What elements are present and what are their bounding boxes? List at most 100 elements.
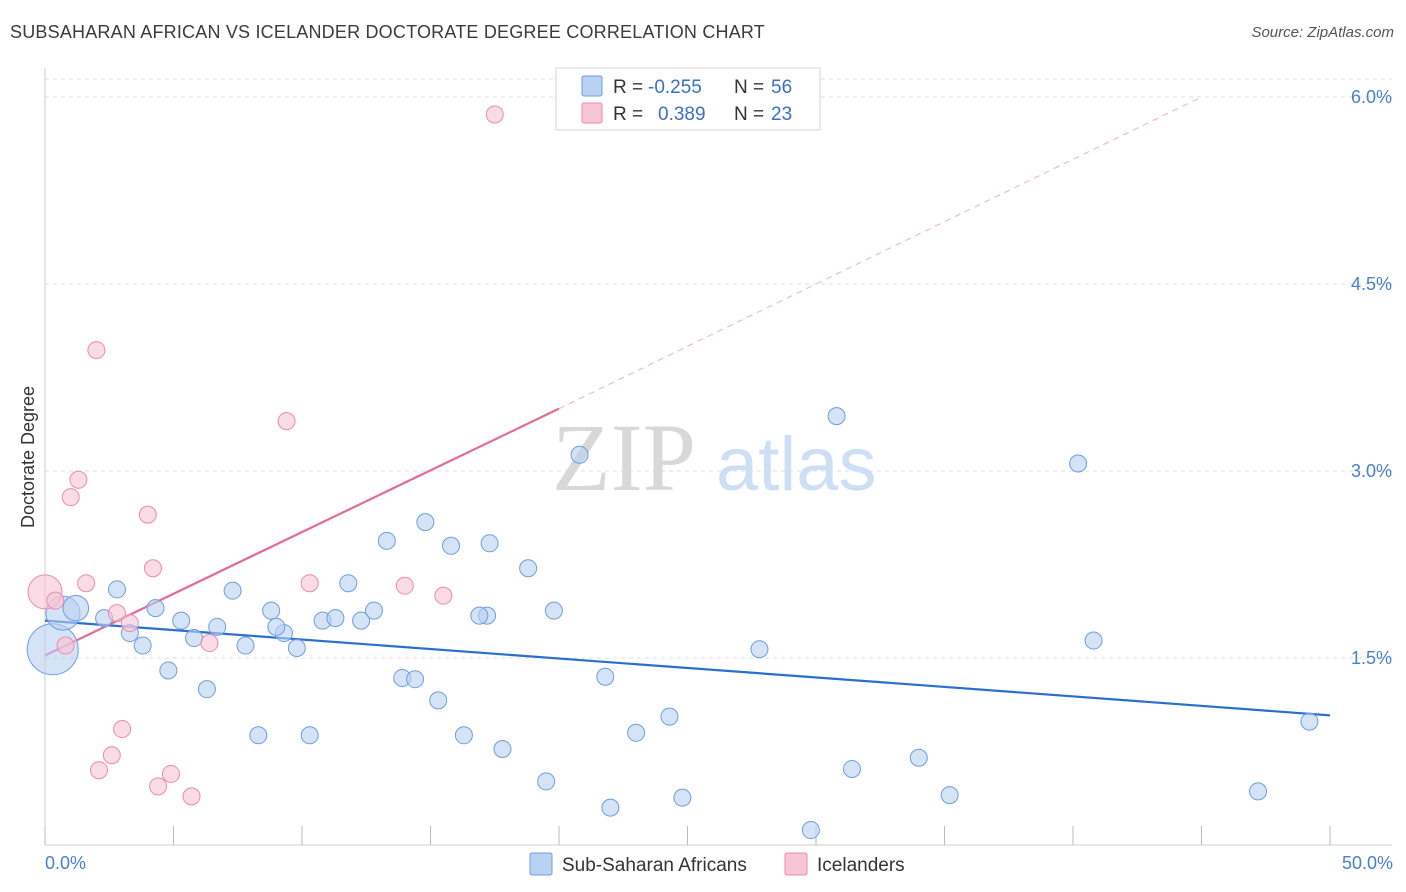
point-subsaharan (1249, 782, 1268, 801)
point-subsaharan (940, 786, 959, 805)
point-icelander (46, 591, 65, 610)
point-icelander (300, 574, 319, 593)
point-subsaharan (262, 601, 281, 620)
legend-n-value-blue: 56 (771, 77, 792, 98)
point-icelander (102, 746, 121, 765)
point-subsaharan (442, 536, 461, 555)
point-subsaharan (62, 594, 90, 622)
point-icelander (161, 764, 180, 783)
point-subsaharan (300, 726, 319, 745)
legend-swatch-pink (581, 102, 603, 124)
point-subsaharan (208, 617, 227, 636)
point-icelander (182, 787, 201, 806)
point-subsaharan (519, 559, 538, 578)
point-subsaharan (326, 609, 345, 628)
bottom-legend-label-pink: Icelanders (817, 855, 905, 876)
point-subsaharan (660, 707, 679, 726)
point-subsaharan (172, 611, 191, 630)
point-subsaharan (601, 798, 620, 817)
y-tick-label: 6.0% (1351, 87, 1392, 107)
point-subsaharan (842, 759, 861, 778)
point-subsaharan (909, 748, 928, 767)
point-subsaharan (352, 611, 371, 630)
y-tick-label: 3.0% (1351, 461, 1392, 481)
tick-labels: 1.5% 3.0% 4.5% 6.0% 0.0% 50.0% (45, 87, 1393, 873)
gridlines (45, 78, 1392, 659)
legend-n-value-pink: 23 (771, 104, 792, 125)
y-tick-label: 4.5% (1351, 274, 1392, 294)
legend-n-label-pink: N = (734, 104, 764, 125)
point-icelander (87, 341, 106, 360)
point-icelander (143, 559, 162, 578)
point-subsaharan (827, 407, 846, 426)
point-icelander (56, 636, 75, 655)
trend-line-icelanders-dashed (558, 96, 1202, 410)
point-icelander (200, 634, 219, 653)
point-icelander (120, 614, 139, 633)
point-subsaharan (267, 617, 286, 636)
point-icelander (89, 761, 108, 780)
point-subsaharan (197, 680, 216, 699)
x-tick-label-max: 50.0% (1342, 853, 1393, 873)
point-subsaharan (223, 581, 242, 600)
bottom-legend-swatch-blue (529, 852, 553, 876)
point-subsaharan (249, 726, 268, 745)
point-icelander (69, 470, 88, 489)
point-subsaharan (287, 639, 306, 658)
chart-title: SUBSAHARAN AFRICAN VS ICELANDER DOCTORAT… (10, 22, 765, 42)
point-subsaharan (185, 629, 204, 648)
point-icelander (113, 720, 132, 739)
source-label: Source: ZipAtlas.com (1251, 24, 1394, 41)
point-subsaharan (1069, 454, 1088, 473)
series-legend: Sub-Saharan Africans Icelanders (529, 852, 905, 876)
point-icelander (149, 777, 168, 796)
point-subsaharan (570, 445, 589, 464)
point-subsaharan (133, 636, 152, 655)
legend-r-label-pink: R = (613, 104, 643, 125)
point-subsaharan (146, 599, 165, 618)
point-subsaharan (416, 513, 435, 532)
point-subsaharan (470, 606, 489, 625)
point-subsaharan (480, 534, 499, 553)
point-subsaharan (364, 601, 383, 620)
point-icelander (277, 412, 296, 431)
axes (44, 68, 1392, 846)
point-subsaharan (493, 740, 512, 759)
point-subsaharan (236, 636, 255, 655)
point-subsaharan (339, 574, 358, 593)
point-subsaharan (537, 772, 556, 791)
point-subsaharan (159, 661, 178, 680)
y-axis-title: Doctorate Degree (18, 386, 38, 528)
legend-r-label-blue: R = (613, 77, 643, 98)
legend-r-value-pink: 0.389 (658, 104, 706, 125)
bottom-legend-swatch-pink (784, 852, 808, 876)
trend-line-subsaharan-solid (44, 619, 1331, 717)
legend-n-label-blue: N = (734, 77, 764, 98)
point-subsaharan (596, 667, 615, 686)
point-subsaharan (1084, 631, 1103, 650)
point-subsaharan (107, 580, 126, 599)
point-icelander (77, 574, 96, 593)
point-icelander (434, 586, 453, 605)
point-icelander (395, 576, 414, 595)
legend-swatch-blue (581, 75, 603, 97)
point-subsaharan (673, 788, 692, 807)
point-icelander (485, 105, 504, 124)
point-subsaharan (377, 531, 396, 550)
point-subsaharan (544, 601, 563, 620)
point-icelander (138, 505, 157, 524)
data-points (26, 105, 1319, 840)
point-subsaharan (406, 670, 425, 689)
y-tick-label: 1.5% (1351, 648, 1392, 668)
point-subsaharan (1300, 712, 1319, 731)
point-icelander (107, 604, 126, 623)
point-subsaharan (801, 821, 820, 840)
correlation-legend: R = -0.255 N = 56 R = 0.389 N = 23 (555, 67, 821, 131)
point-subsaharan (750, 640, 769, 659)
legend-r-value-blue: -0.255 (648, 77, 702, 98)
point-icelander (61, 488, 80, 507)
point-subsaharan (627, 723, 646, 742)
point-subsaharan (454, 726, 473, 745)
watermark-atlas: atlas (716, 422, 877, 507)
